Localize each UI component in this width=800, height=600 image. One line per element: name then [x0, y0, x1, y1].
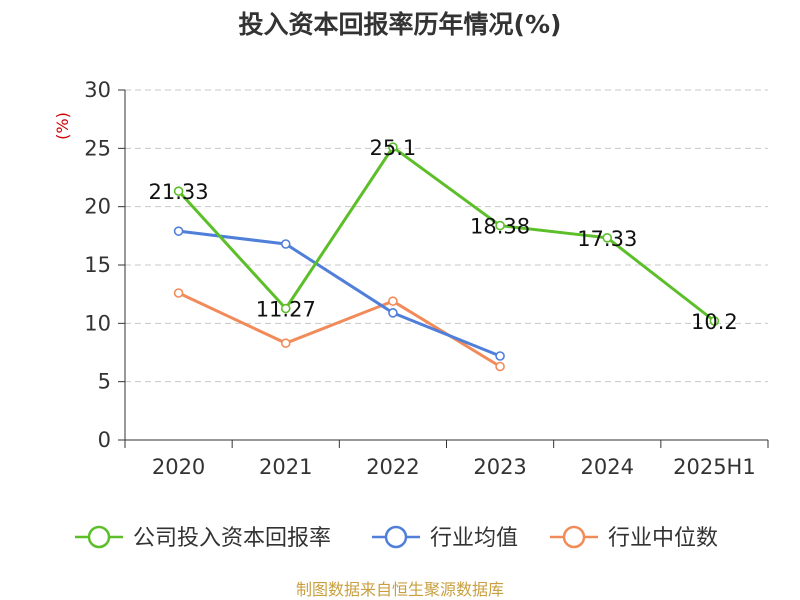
series-line-0 — [177, 145, 716, 323]
legend-label: 行业中位数 — [608, 526, 718, 551]
data-label: 21.33 — [149, 180, 209, 204]
data-point — [280, 338, 291, 348]
data-label: 11.27 — [256, 298, 316, 322]
data-point — [495, 220, 505, 231]
y-tick-label: 5 — [98, 370, 111, 394]
data-point — [602, 233, 613, 243]
data-point — [280, 303, 291, 314]
x-tick-label: 2022 — [366, 455, 419, 479]
data-point — [388, 308, 398, 318]
legend-label: 公司投入资本回报率 — [133, 526, 331, 551]
data-point — [173, 288, 184, 298]
data-label: 18.38 — [470, 215, 530, 239]
grid-lines — [125, 89, 768, 383]
series-line-1 — [178, 229, 501, 358]
axes: 0 5 10 15 20 25 30 2020 2021 2022 2023 2024 2025H1 — [84, 78, 769, 479]
y-tick-label: 25 — [84, 136, 111, 160]
data-point — [173, 186, 184, 196]
data-labels: 21.33 11.27 25.1 18.38 17.33 10.2 — [149, 136, 738, 334]
x-tick-label: 2021 — [259, 455, 312, 479]
legend-swatch-marker — [87, 525, 111, 549]
data-label: 25.1 — [370, 136, 417, 160]
y-tick-label: 30 — [84, 78, 111, 102]
y-tick-label: 10 — [84, 311, 111, 335]
data-label: 17.33 — [577, 227, 637, 251]
data-point — [709, 316, 720, 326]
data-point — [388, 296, 398, 306]
chart-title: 投入资本回报率历年情况(%) — [239, 10, 562, 39]
x-tick-label: 2023 — [473, 455, 526, 479]
data-point — [280, 239, 291, 249]
x-tick-label: 2024 — [581, 455, 634, 479]
data-point — [495, 351, 505, 361]
y-tick-label: 20 — [84, 195, 111, 219]
legend-swatch-marker — [384, 525, 408, 549]
x-tick-label: 2020 — [152, 455, 205, 479]
source-note: 制图数据来自恒生聚源数据库 — [296, 580, 504, 599]
series-line-2 — [177, 291, 501, 368]
x-tick-label: 2025H1 — [673, 455, 756, 479]
data-point — [173, 226, 184, 236]
legend-label: 行业均值 — [430, 526, 518, 551]
legend: 公司投入资本回报率 行业均值 行业中位数 — [75, 525, 718, 551]
y-axis-label: (%) — [53, 112, 72, 140]
y-tick-label: 0 — [98, 428, 111, 452]
series-group — [173, 142, 720, 372]
data-point — [495, 361, 505, 372]
data-label: 10.2 — [691, 310, 738, 334]
legend-swatch-marker — [562, 525, 586, 549]
y-tick-label: 15 — [84, 253, 111, 277]
data-point — [388, 142, 398, 152]
